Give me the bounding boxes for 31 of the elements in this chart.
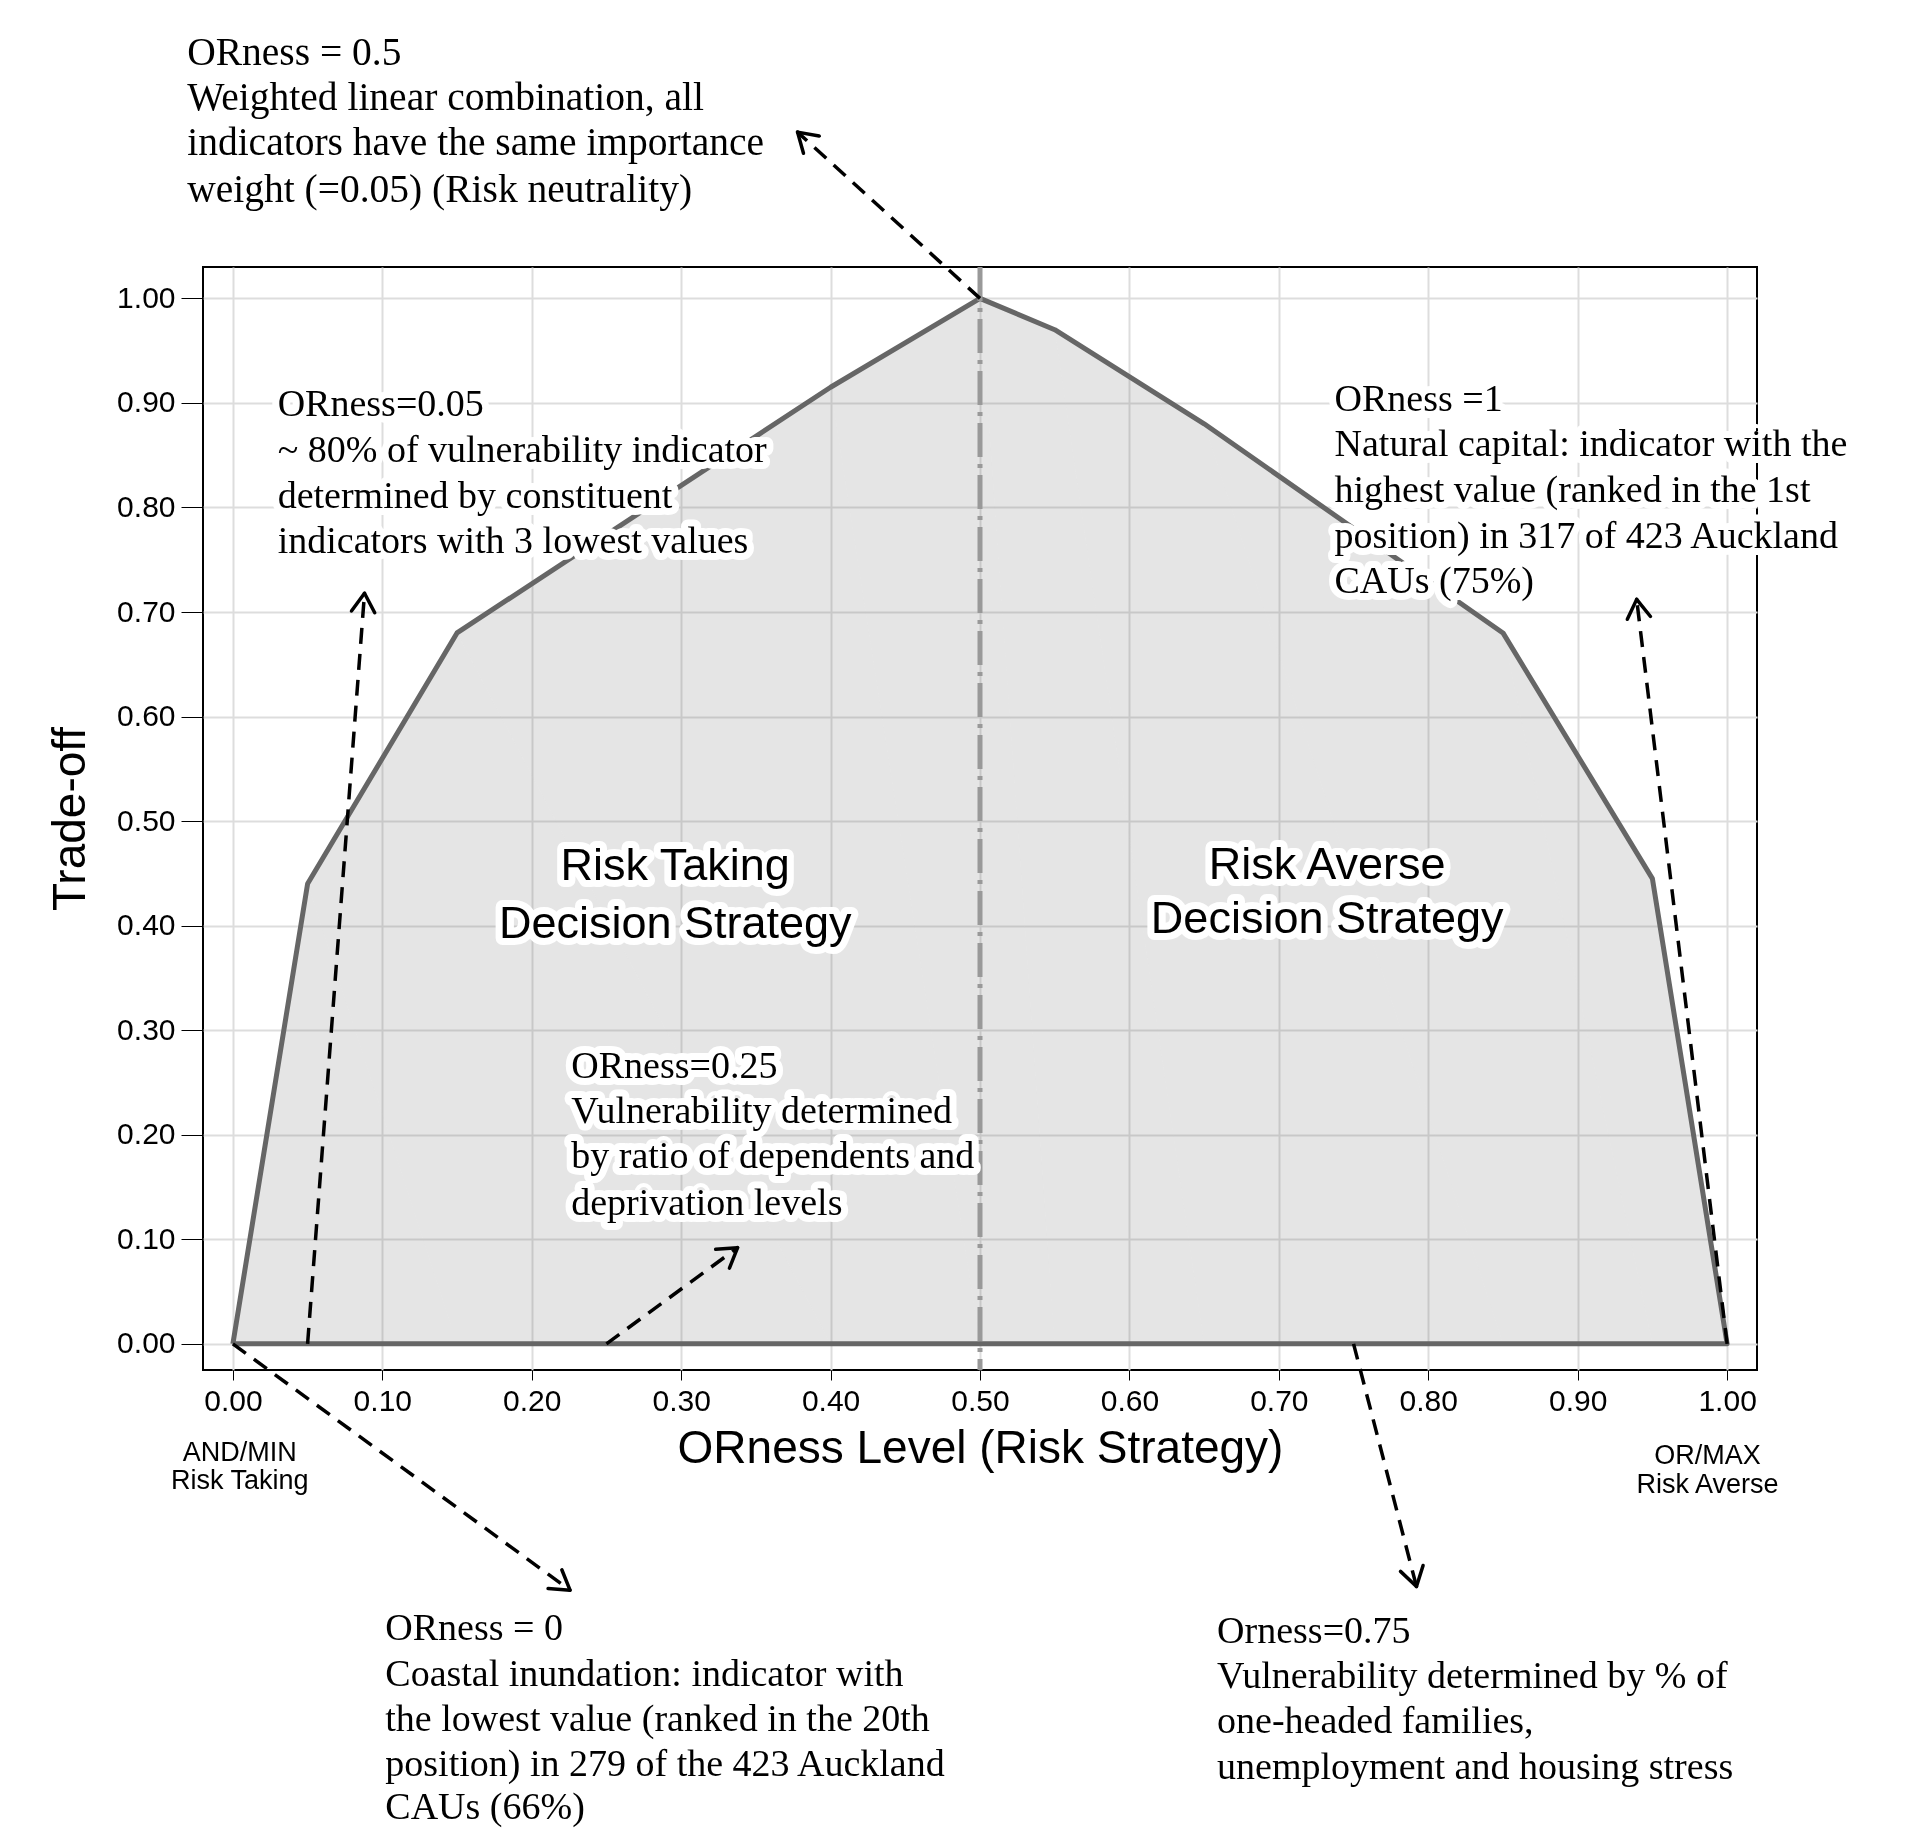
x-tick-label: 0.20 bbox=[503, 1383, 562, 1417]
y-axis-title: Trade-off bbox=[43, 726, 96, 912]
x-axis-title: ORness Level (Risk Strategy) bbox=[677, 1420, 1284, 1473]
y-tick-label: 0.60 bbox=[117, 699, 176, 733]
annotation: Orness=0.75 Vulnerability determined by % of one-headed families, unemployment and housing stress bbox=[1217, 1608, 1734, 1787]
x-tick-label: 0.40 bbox=[801, 1383, 861, 1417]
x-tick-label: 0.80 bbox=[1399, 1383, 1458, 1417]
y-tick-label: 0.00 bbox=[117, 1326, 176, 1360]
x-tick-label: 0.50 bbox=[951, 1383, 1010, 1417]
y-tick-label: 0.70 bbox=[117, 594, 176, 628]
y-tick-label: 0.40 bbox=[117, 908, 176, 942]
y-tick-label: 1.00 bbox=[117, 280, 176, 314]
y-tick-label: 0.30 bbox=[117, 1012, 176, 1046]
y-tick-label: 0.90 bbox=[117, 385, 176, 419]
x-tick-label: 0.10 bbox=[353, 1383, 412, 1417]
x-tick-label: 0.70 bbox=[1250, 1383, 1309, 1417]
x-tick-label: 0.90 bbox=[1549, 1383, 1608, 1417]
x-tick-label: 1.00 bbox=[1698, 1383, 1757, 1417]
annotation: Risk Averse Decision Strategy bbox=[1150, 837, 1505, 943]
y-tick-label: 0.80 bbox=[117, 489, 176, 523]
x-tick-label: 0.30 bbox=[652, 1383, 711, 1417]
x-tick-label: 0.00 bbox=[204, 1383, 263, 1417]
annotation: Risk Taking Decision Strategy bbox=[498, 839, 853, 948]
y-tick-label: 0.20 bbox=[117, 1117, 176, 1151]
annotation: ORness = 0.5 Weighted linear combination, all indicators have the same importance weight (=0.05) (Risk neutrality) bbox=[187, 29, 765, 211]
text: AND/MIN Risk Taking bbox=[170, 1437, 309, 1496]
y-tick-label: 0.10 bbox=[117, 1221, 176, 1255]
y-tick-label: 0.50 bbox=[117, 803, 176, 837]
annotation: ORness = 0 Coastal inundation: indicator with the lowest value (ranked in the 20th position) in 279 of the 423 Auckland CAUs (66%) bbox=[385, 1606, 945, 1828]
text: OR/MAX Risk Averse bbox=[1636, 1439, 1779, 1499]
x-tick-label: 0.60 bbox=[1100, 1383, 1160, 1417]
